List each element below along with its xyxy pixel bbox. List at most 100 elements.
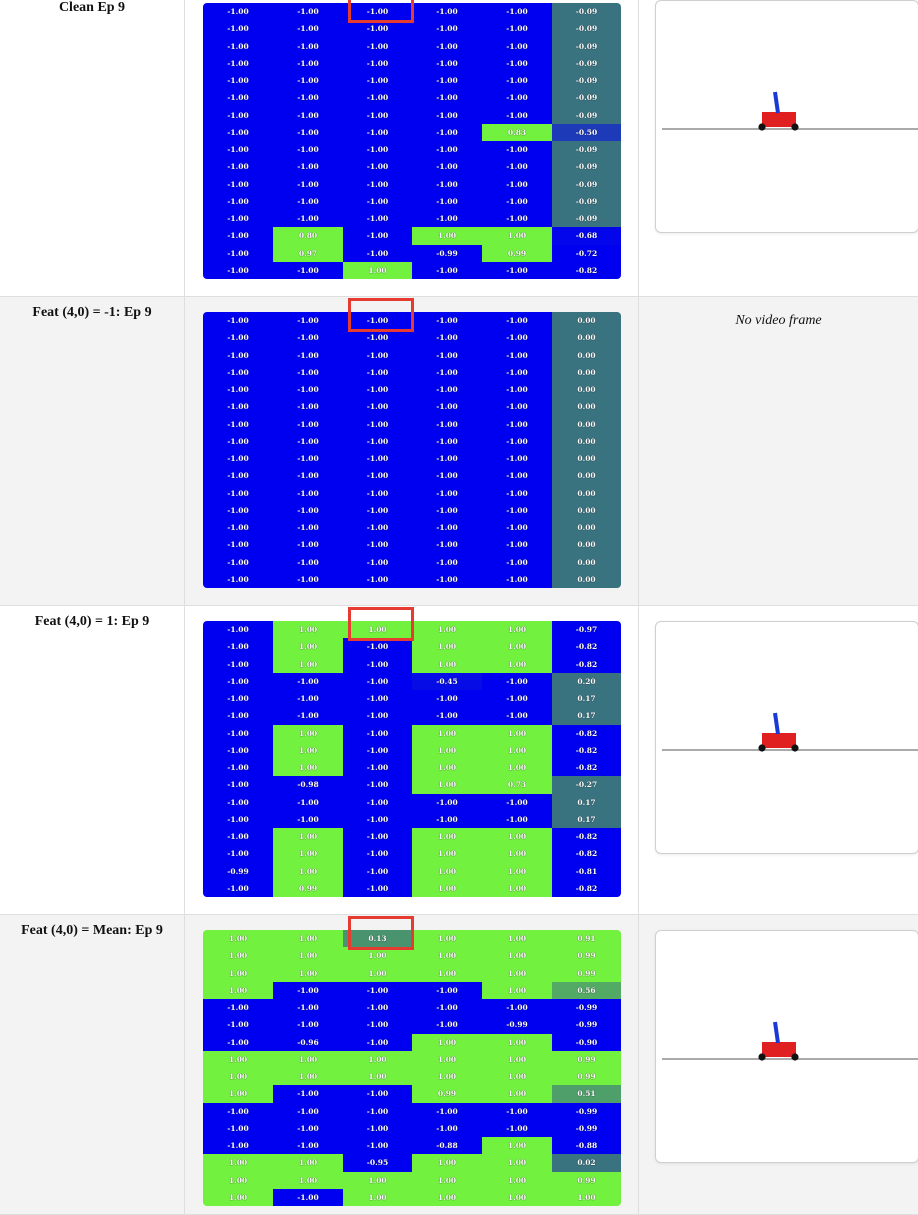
grid-value-cell: 1.00 [482, 1068, 552, 1086]
grid-value-cell: -1.00 [273, 793, 343, 811]
grid-value-cell: -0.09 [552, 175, 621, 193]
feature-grid: 1.00 1.00 0.13 1.00 1.00 0.91 1.00 1.00 1.00 1.00… [203, 930, 621, 1206]
grid-value-cell: -0.82 [552, 655, 621, 673]
grid-value-cell: -1.00 [203, 141, 273, 159]
grid-value-cell: -1.00 [203, 3, 273, 21]
grid-value-cell: 1.00 [412, 879, 482, 897]
video-frame [655, 930, 918, 1163]
grid-value-cell: -1.00 [412, 501, 482, 519]
grid-value-cell: -0.99 [552, 1119, 621, 1137]
grid-value-cell: 1.00 [482, 227, 552, 245]
row-label-cell: Feat (4,0) = -1: Ep 9 [0, 297, 185, 605]
grid-value-cell: -1.00 [482, 210, 552, 228]
grid-value-cell: -1.00 [482, 192, 552, 210]
grid-value-cell: 1.00 [343, 621, 412, 639]
grid-value-cell: -1.00 [273, 1137, 343, 1155]
grid-value-cell: 1.00 [482, 981, 552, 999]
grid-value-cell: 0.00 [552, 415, 621, 433]
wheel-left [758, 1053, 766, 1061]
grid-value-cell: -1.00 [203, 432, 273, 450]
grid-value-cell: -1.00 [203, 346, 273, 364]
grid-value-cell: -0.27 [552, 776, 621, 794]
grid-value-cell: -1.00 [412, 690, 482, 708]
grid-value-cell: -1.00 [273, 106, 343, 124]
grid-value-cell: -1.00 [273, 175, 343, 193]
grid-value-cell: -0.88 [552, 1137, 621, 1155]
grid-value-cell: 0.56 [552, 981, 621, 999]
grid-value-cell: 0.99 [552, 1050, 621, 1068]
grid-value-cell: -1.00 [273, 210, 343, 228]
grid-value-cell: 1.00 [343, 1050, 412, 1068]
grid-value-cell: -1.00 [343, 793, 412, 811]
grid-value-cell: 0.99 [552, 1171, 621, 1189]
grid-value-cell: -1.00 [343, 244, 412, 262]
grid-value-cell: -1.00 [203, 570, 273, 588]
grid-value-cell: 0.20 [552, 672, 621, 690]
grid-value-cell: -1.00 [203, 553, 273, 571]
grid-value-cell: 0.00 [552, 467, 621, 485]
grid-value-cell: -1.00 [412, 54, 482, 72]
grid-value-cell: 1.00 [273, 845, 343, 863]
grid-value-cell: -1.00 [203, 484, 273, 502]
grid-value-cell: -1.00 [412, 329, 482, 347]
grid-value-cell: -1.00 [203, 37, 273, 55]
grid-value-cell: -1.00 [203, 312, 273, 330]
grid-value-cell: -1.00 [203, 123, 273, 141]
grid-value-cell: -1.00 [203, 879, 273, 897]
grid-value-cell: -1.00 [412, 210, 482, 228]
grid-value-cell: 1.00 [203, 947, 273, 965]
grid-value-cell: -0.09 [552, 210, 621, 228]
grid-value-cell: 0.13 [343, 930, 412, 948]
grid-value-cell: 0.91 [552, 930, 621, 948]
grid-value-cell: -0.99 [552, 1102, 621, 1120]
grid-value-cell: -1.00 [273, 346, 343, 364]
grid-value-cell: -0.09 [552, 3, 621, 21]
grid-value-cell: -1.00 [412, 519, 482, 537]
grid-value-cell: -1.00 [203, 192, 273, 210]
grid-value-cell: 1.00 [482, 964, 552, 982]
grid-value-cell: 1.00 [203, 1050, 273, 1068]
grid-value-cell: -1.00 [343, 381, 412, 399]
grid-value-cell: 1.00 [203, 981, 273, 999]
grid-value-cell: -1.00 [273, 1188, 343, 1206]
grid-value-cell: -1.00 [343, 141, 412, 159]
grid-value-cell: -1.00 [412, 570, 482, 588]
grid-value-cell: -1.00 [412, 346, 482, 364]
grid-value-cell: 1.00 [203, 964, 273, 982]
grid-value-cell: -1.00 [343, 158, 412, 176]
grid-value-cell: -1.00 [482, 261, 552, 279]
grid-value-cell: -0.50 [552, 123, 621, 141]
grid-value-cell: 1.00 [412, 845, 482, 863]
grid-value-cell: -1.00 [203, 158, 273, 176]
grid-value-cell: -1.00 [482, 1102, 552, 1120]
grid-value-cell: 1.00 [273, 1154, 343, 1172]
grid-value-cell: 1.00 [482, 1188, 552, 1206]
grid-value-cell: -1.00 [343, 227, 412, 245]
grid-value-cell: -1.00 [273, 432, 343, 450]
grid-value-cell: 1.00 [482, 1171, 552, 1189]
video-cell [639, 606, 918, 914]
grid-value-cell: -1.00 [412, 450, 482, 468]
grid-value-cell: -1.00 [203, 244, 273, 262]
grid-value-cell: 0.99 [482, 244, 552, 262]
grid-value-cell: -0.99 [203, 862, 273, 880]
feature-grid: -1.00 -1.00 -1.00 -1.00 -1.00 -0.09 -1.00 -1.00… [203, 3, 621, 279]
grid-value-cell: -1.00 [203, 1119, 273, 1137]
panel-row: Feat (4,0) = 1: Ep 9 -1.00 1.00 1.00 1.00 1.… [0, 606, 918, 915]
row-label: Feat (4,0) = -1: Ep 9 [32, 305, 152, 320]
grid-value-cell: -0.45 [412, 672, 482, 690]
grid-value-cell: -1.00 [273, 999, 343, 1017]
grid-value-cell: -1.00 [203, 329, 273, 347]
grid-cell: -1.00 -1.00 -1.00 -1.00 -1.00 0.00 -1.00 -1.00-… [185, 297, 639, 605]
grid-value-cell: -1.00 [343, 1085, 412, 1103]
grid-value-cell: -1.00 [343, 810, 412, 828]
grid-value-cell: 0.00 [552, 570, 621, 588]
grid-value-cell: -0.96 [273, 1033, 343, 1051]
grid-value-cell: 1.00 [273, 964, 343, 982]
grid-value-cell: 0.00 [552, 553, 621, 571]
grid-value-cell: -1.00 [343, 72, 412, 90]
cartpole-render [662, 712, 918, 752]
grid-value-cell: -1.00 [203, 655, 273, 673]
grid-value-cell: -1.00 [482, 553, 552, 571]
grid-value-cell: -0.99 [552, 999, 621, 1017]
